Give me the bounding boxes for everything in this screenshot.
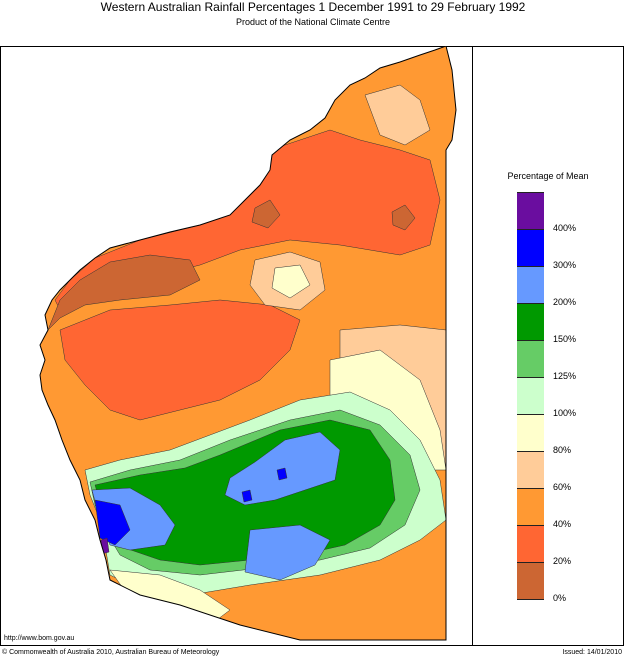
legend-swatch	[517, 451, 544, 488]
legend-label: 150%	[553, 334, 577, 344]
footer-issued-date: Issued: 14/01/2010	[562, 649, 622, 656]
legend-label: 20%	[553, 556, 572, 566]
legend-label: 400%	[553, 223, 577, 233]
legend-label: 80%	[553, 445, 572, 455]
zone-300-400-west	[94, 499, 131, 546]
legend-swatch	[517, 192, 544, 229]
legend-swatch	[517, 229, 544, 266]
footer-copyright: © Commonwealth of Australia 2010, Austra…	[2, 649, 220, 656]
footer-url[interactable]: http://www.bom.gov.au	[4, 635, 75, 642]
map-title: Western Australian Rainfall Percentages …	[100, 0, 526, 14]
legend-label: 200%	[553, 297, 577, 307]
legend-swatch	[517, 303, 544, 340]
legend-label: 300%	[553, 260, 577, 270]
legend-label: 40%	[553, 519, 572, 529]
zone-80-100-pilbara	[271, 264, 311, 299]
zone-300-400-east-b	[241, 489, 253, 503]
rainfall-map	[39, 46, 457, 641]
legend-label: 60%	[553, 482, 572, 492]
zone-0-20-east	[391, 204, 416, 231]
legend-swatch	[517, 488, 544, 525]
legend-divider	[472, 46, 473, 646]
legend-label: 0%	[553, 593, 567, 603]
legend-swatch	[517, 562, 544, 599]
zone-0-20-west	[47, 254, 201, 331]
legend-swatch	[517, 525, 544, 562]
legend-swatch	[517, 414, 544, 451]
legend-color-bar	[517, 192, 544, 600]
zone-300-400-east-a	[276, 467, 288, 481]
map-subtitle: Product of the National Climate Centre	[235, 17, 391, 27]
legend-label: 100%	[553, 408, 577, 418]
rainfall-zones	[40, 46, 456, 640]
legend-swatch	[517, 340, 544, 377]
legend-swatch	[517, 377, 544, 414]
zone-0-20-kimberley	[251, 199, 281, 229]
zone-60-80-northeast	[364, 84, 431, 146]
map-frame	[0, 46, 624, 646]
zone-200-300-south	[244, 524, 331, 581]
legend-label: 125%	[553, 371, 577, 381]
legend-title: Percentage of Mean	[507, 171, 589, 181]
zone-20-40-central	[59, 299, 301, 421]
legend-swatch	[517, 266, 544, 303]
